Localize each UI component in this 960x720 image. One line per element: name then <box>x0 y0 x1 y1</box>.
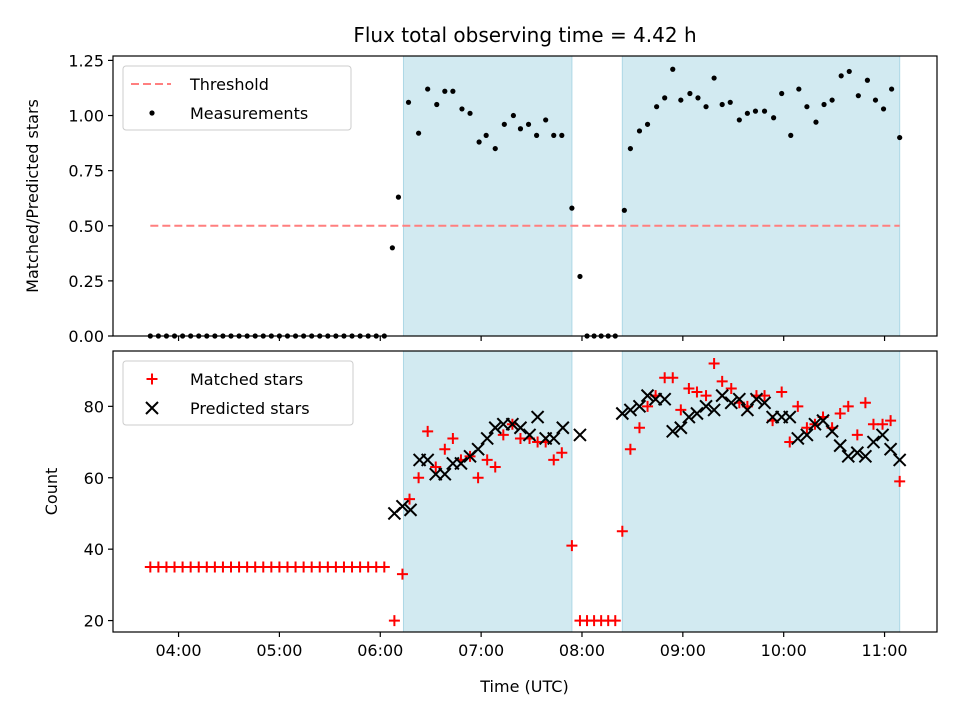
measurements-point <box>737 117 742 122</box>
measurements-point <box>821 102 826 107</box>
measurements-point <box>577 274 582 279</box>
measurements-point <box>396 195 401 200</box>
measurements-point <box>788 133 793 138</box>
bottom-y-tick-label: 40 <box>84 540 104 559</box>
measurements-point <box>450 89 455 94</box>
measurements-point <box>762 109 767 114</box>
measurements-point <box>425 86 430 91</box>
x-tick-label: 11:00 <box>861 641 907 660</box>
bottom-observing-band-2 <box>622 351 899 632</box>
measurements-point <box>703 104 708 109</box>
x-tick-label: 09:00 <box>660 641 706 660</box>
measurements-point <box>406 100 411 105</box>
measurements-point <box>753 109 758 114</box>
measurements-point <box>416 131 421 136</box>
bottom-y-tick-label: 60 <box>84 469 104 488</box>
measurements-point <box>873 97 878 102</box>
bottom-legend-label: Matched stars <box>190 370 303 389</box>
measurements-point <box>813 120 818 125</box>
measurements-point <box>637 128 642 133</box>
measurements-point <box>779 91 784 96</box>
measurements-point <box>662 95 667 100</box>
measurements-point <box>502 122 507 127</box>
measurements-point <box>865 78 870 83</box>
measurements-point <box>745 111 750 116</box>
top-observing-band-1 <box>403 56 571 336</box>
x-tick-label: 08:00 <box>559 641 605 660</box>
measurements-point <box>484 133 489 138</box>
measurements-point <box>889 86 894 91</box>
bottom-legend-label: Predicted stars <box>190 399 310 418</box>
measurements-point <box>771 115 776 120</box>
measurements-point <box>712 75 717 80</box>
bottom-y-tick-label: 80 <box>84 397 104 416</box>
x-tick-label: 04:00 <box>156 641 202 660</box>
measurements-point <box>434 102 439 107</box>
measurements-point <box>518 126 523 131</box>
measurements-point <box>569 206 574 211</box>
measurements-point <box>645 122 650 127</box>
measurements-point <box>467 111 472 116</box>
measurements-point <box>526 122 531 127</box>
bottom-y-axis-title: Count <box>42 468 61 516</box>
x-tick-label: 07:00 <box>458 641 504 660</box>
measurements-point <box>559 133 564 138</box>
measurements-point <box>493 146 498 151</box>
measurements-point <box>720 102 725 107</box>
legend-measurements-swatch <box>149 110 154 115</box>
x-tick-label: 10:00 <box>761 641 807 660</box>
measurements-point <box>796 86 801 91</box>
bottom-observing-band-1 <box>403 351 571 632</box>
measurements-point <box>534 133 539 138</box>
measurements-point <box>628 146 633 151</box>
measurements-point <box>897 135 902 140</box>
measurements-point <box>670 67 675 72</box>
measurements-point <box>881 106 886 111</box>
measurements-point <box>687 91 692 96</box>
figure: Flux total observing time = 4.42 h 0.00 0… <box>0 0 960 720</box>
top-y-tick-label: 0.00 <box>68 327 104 346</box>
measurements-point <box>695 95 700 100</box>
measurements-point <box>477 139 482 144</box>
x-tick-label: 05:00 <box>256 641 302 660</box>
top-y-tick-label: 0.50 <box>68 217 104 236</box>
measurements-point <box>622 208 627 213</box>
top-y-axis-title: Matched/Predicted stars <box>23 99 42 293</box>
measurements-point <box>551 133 556 138</box>
measurements-point <box>678 97 683 102</box>
measurements-point <box>390 245 395 250</box>
measurements-point <box>728 100 733 105</box>
top-legend: Threshold Measurements <box>123 66 351 130</box>
measurements-point <box>543 117 548 122</box>
measurements-point <box>459 106 464 111</box>
measurements-point <box>830 97 835 102</box>
top-y-tick-label: 1.25 <box>68 51 104 70</box>
measurements-point <box>839 73 844 78</box>
top-y-tick-label: 0.75 <box>68 162 104 181</box>
measurements-point <box>856 93 861 98</box>
x-axis-title: Time (UTC) <box>479 677 568 696</box>
top-y-tick-label: 1.00 <box>68 107 104 126</box>
measurements-point <box>442 89 447 94</box>
top-legend-label: Threshold <box>189 75 269 94</box>
top-legend-label: Measurements <box>190 104 308 123</box>
measurements-point <box>804 104 809 109</box>
measurements-point <box>847 69 852 74</box>
measurements-point <box>511 113 516 118</box>
x-tick-label: 06:00 <box>357 641 403 660</box>
chart-title: Flux total observing time = 4.42 h <box>353 23 696 47</box>
top-y-tick-label: 0.25 <box>68 272 104 291</box>
bottom-legend: Matched stars Predicted stars <box>123 361 353 425</box>
measurements-point <box>654 104 659 109</box>
bottom-y-tick-label: 20 <box>84 612 104 631</box>
